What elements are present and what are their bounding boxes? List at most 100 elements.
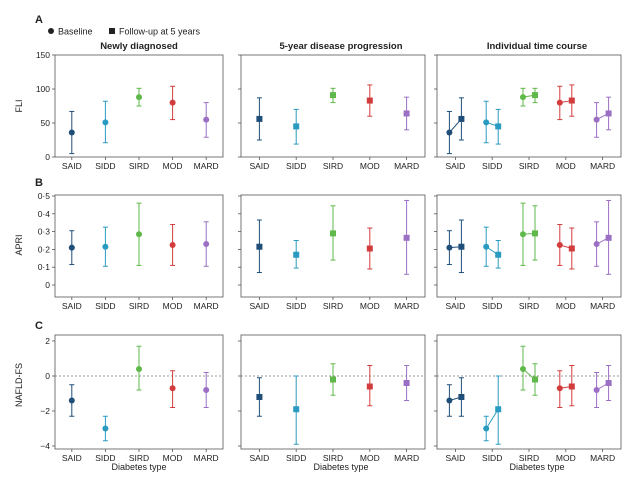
x-tick-label-sidd: SIDD bbox=[286, 301, 306, 311]
x-tick-label-mod: MOD bbox=[556, 453, 576, 463]
point-baseline-sird bbox=[520, 366, 526, 372]
y-tick-label: 0·1 bbox=[38, 262, 51, 272]
x-tick-label-sird: SIRD bbox=[323, 301, 343, 311]
point-baseline-mard bbox=[593, 387, 600, 393]
x-tick-label-mod: MOD bbox=[163, 453, 183, 463]
x-tick-label-sidd: SIDD bbox=[482, 301, 502, 311]
legend: Baseline Follow-up at 5 years bbox=[48, 27, 201, 37]
point-followup-sird bbox=[330, 230, 336, 237]
panel-letter-a: A bbox=[35, 14, 43, 26]
x-tick-label-said: SAID bbox=[445, 161, 465, 171]
x-tick-label-sidd: SIDD bbox=[286, 161, 306, 171]
point-followup-mod bbox=[366, 97, 373, 104]
x-tick-label-sidd: SIDD bbox=[286, 453, 306, 463]
panel-frame bbox=[436, 194, 622, 298]
x-tick-label-sidd: SIDD bbox=[95, 301, 115, 311]
x-tick-label-mard: MARD bbox=[394, 161, 419, 171]
x-tick-label-said: SAID bbox=[445, 453, 465, 463]
point-followup-sidd bbox=[495, 251, 502, 258]
panel-fli-col3: SAID SIDD SIRD MOD MARD bbox=[434, 54, 622, 171]
point-followup-mard bbox=[403, 380, 410, 386]
point-baseline-sird bbox=[520, 94, 526, 101]
x-tick-label-said: SAID bbox=[445, 301, 465, 311]
x-tick-label-sird: SIRD bbox=[323, 453, 343, 463]
point-baseline-said bbox=[68, 244, 75, 251]
x-tick-label-said: SAID bbox=[62, 301, 82, 311]
point-followup-mod bbox=[568, 383, 575, 390]
x-tick-label-sidd: SIDD bbox=[95, 453, 115, 463]
panel-letter-c: C bbox=[35, 320, 43, 332]
point-followup-sidd bbox=[495, 123, 502, 130]
panel-apri-col1: 0 0·1 0·2 0·3 0·4 0·5 SAID SIDD SIRD MOD MARD bbox=[38, 191, 224, 311]
x-tick-label-sidd: SIDD bbox=[482, 453, 502, 463]
point-followup-mard bbox=[605, 380, 612, 386]
y-tick-label: 0 bbox=[45, 152, 50, 162]
x-tick-label-mard: MARD bbox=[394, 301, 419, 311]
point-baseline-said bbox=[446, 244, 453, 251]
point-baseline-said bbox=[68, 397, 75, 404]
x-tick-label-mard: MARD bbox=[194, 453, 219, 463]
legend-baseline-marker bbox=[48, 28, 54, 34]
point-followup-said bbox=[458, 115, 465, 122]
point-followup-sird bbox=[330, 92, 336, 99]
panel-frame bbox=[436, 54, 622, 158]
point-baseline-mard bbox=[593, 116, 600, 123]
x-axis-title-col2: Diabetes type bbox=[313, 462, 368, 472]
point-followup-mod bbox=[366, 245, 373, 252]
point-baseline-sidd bbox=[102, 119, 109, 126]
point-followup-mard bbox=[605, 234, 612, 241]
y-tick-label: −4 bbox=[40, 441, 50, 451]
y-tick-label: 0 bbox=[45, 280, 50, 290]
y-tick-label: 100 bbox=[36, 84, 50, 94]
x-tick-label-said: SAID bbox=[249, 453, 269, 463]
point-baseline-mod bbox=[169, 385, 176, 392]
y-tick-label: 0·2 bbox=[38, 244, 51, 254]
x-tick-label-mod: MOD bbox=[163, 161, 183, 171]
legend-followup-label: Follow-up at 5 years bbox=[119, 27, 201, 37]
column-title-time-course: Individual time course bbox=[487, 41, 587, 52]
point-followup-said bbox=[256, 115, 263, 122]
y-axis-title-nafld-fs: NAFLD-FS bbox=[14, 363, 24, 407]
point-followup-mard bbox=[403, 234, 410, 241]
x-tick-label-said: SAID bbox=[249, 161, 269, 171]
point-followup-said bbox=[256, 394, 263, 400]
y-tick-label: 50 bbox=[41, 118, 51, 128]
x-tick-label-sird: SIRD bbox=[129, 161, 149, 171]
point-baseline-mod bbox=[556, 99, 563, 106]
point-baseline-mod bbox=[169, 241, 176, 248]
x-tick-label-sird: SIRD bbox=[519, 161, 539, 171]
point-followup-sidd bbox=[495, 406, 502, 413]
x-tick-label-mod: MOD bbox=[360, 301, 380, 311]
point-followup-sird bbox=[330, 376, 336, 383]
y-tick-label: 0·5 bbox=[38, 191, 51, 201]
y-tick-label: −2 bbox=[40, 406, 50, 416]
legend-followup-marker bbox=[109, 28, 115, 34]
x-axis-title-col1: Diabetes type bbox=[111, 462, 166, 472]
x-tick-label-mard: MARD bbox=[590, 161, 615, 171]
point-baseline-said bbox=[446, 129, 453, 136]
point-followup-mard bbox=[403, 110, 410, 117]
y-tick-label: 0 bbox=[45, 371, 50, 381]
point-baseline-mard bbox=[203, 116, 210, 123]
x-tick-label-mod: MOD bbox=[360, 161, 380, 171]
x-tick-label-mod: MOD bbox=[556, 301, 576, 311]
point-baseline-sidd bbox=[483, 425, 490, 432]
point-followup-sidd bbox=[293, 406, 300, 413]
x-tick-label-sird: SIRD bbox=[323, 161, 343, 171]
point-baseline-sidd bbox=[483, 243, 490, 250]
panel-fli-col2: SAID SIDD SIRD MOD MARD bbox=[238, 54, 426, 171]
column-title-newly-diagnosed: Newly diagnosed bbox=[100, 41, 178, 52]
point-baseline-said bbox=[68, 129, 75, 136]
point-followup-said bbox=[458, 394, 465, 400]
y-tick-label: 0·4 bbox=[38, 209, 51, 219]
x-tick-label-sidd: SIDD bbox=[95, 161, 115, 171]
panel-frame bbox=[240, 54, 426, 158]
x-tick-label-sird: SIRD bbox=[129, 453, 149, 463]
point-followup-said bbox=[256, 243, 263, 250]
legend-baseline-label: Baseline bbox=[58, 27, 93, 37]
y-tick-label: 150 bbox=[36, 50, 50, 60]
point-baseline-sird bbox=[136, 366, 142, 372]
y-axis-title-fli: FLI bbox=[14, 99, 24, 112]
panel-nafld-fs-col1: −4 −2 0 2 SAID SIDD SIRD MOD MARD bbox=[40, 334, 224, 463]
